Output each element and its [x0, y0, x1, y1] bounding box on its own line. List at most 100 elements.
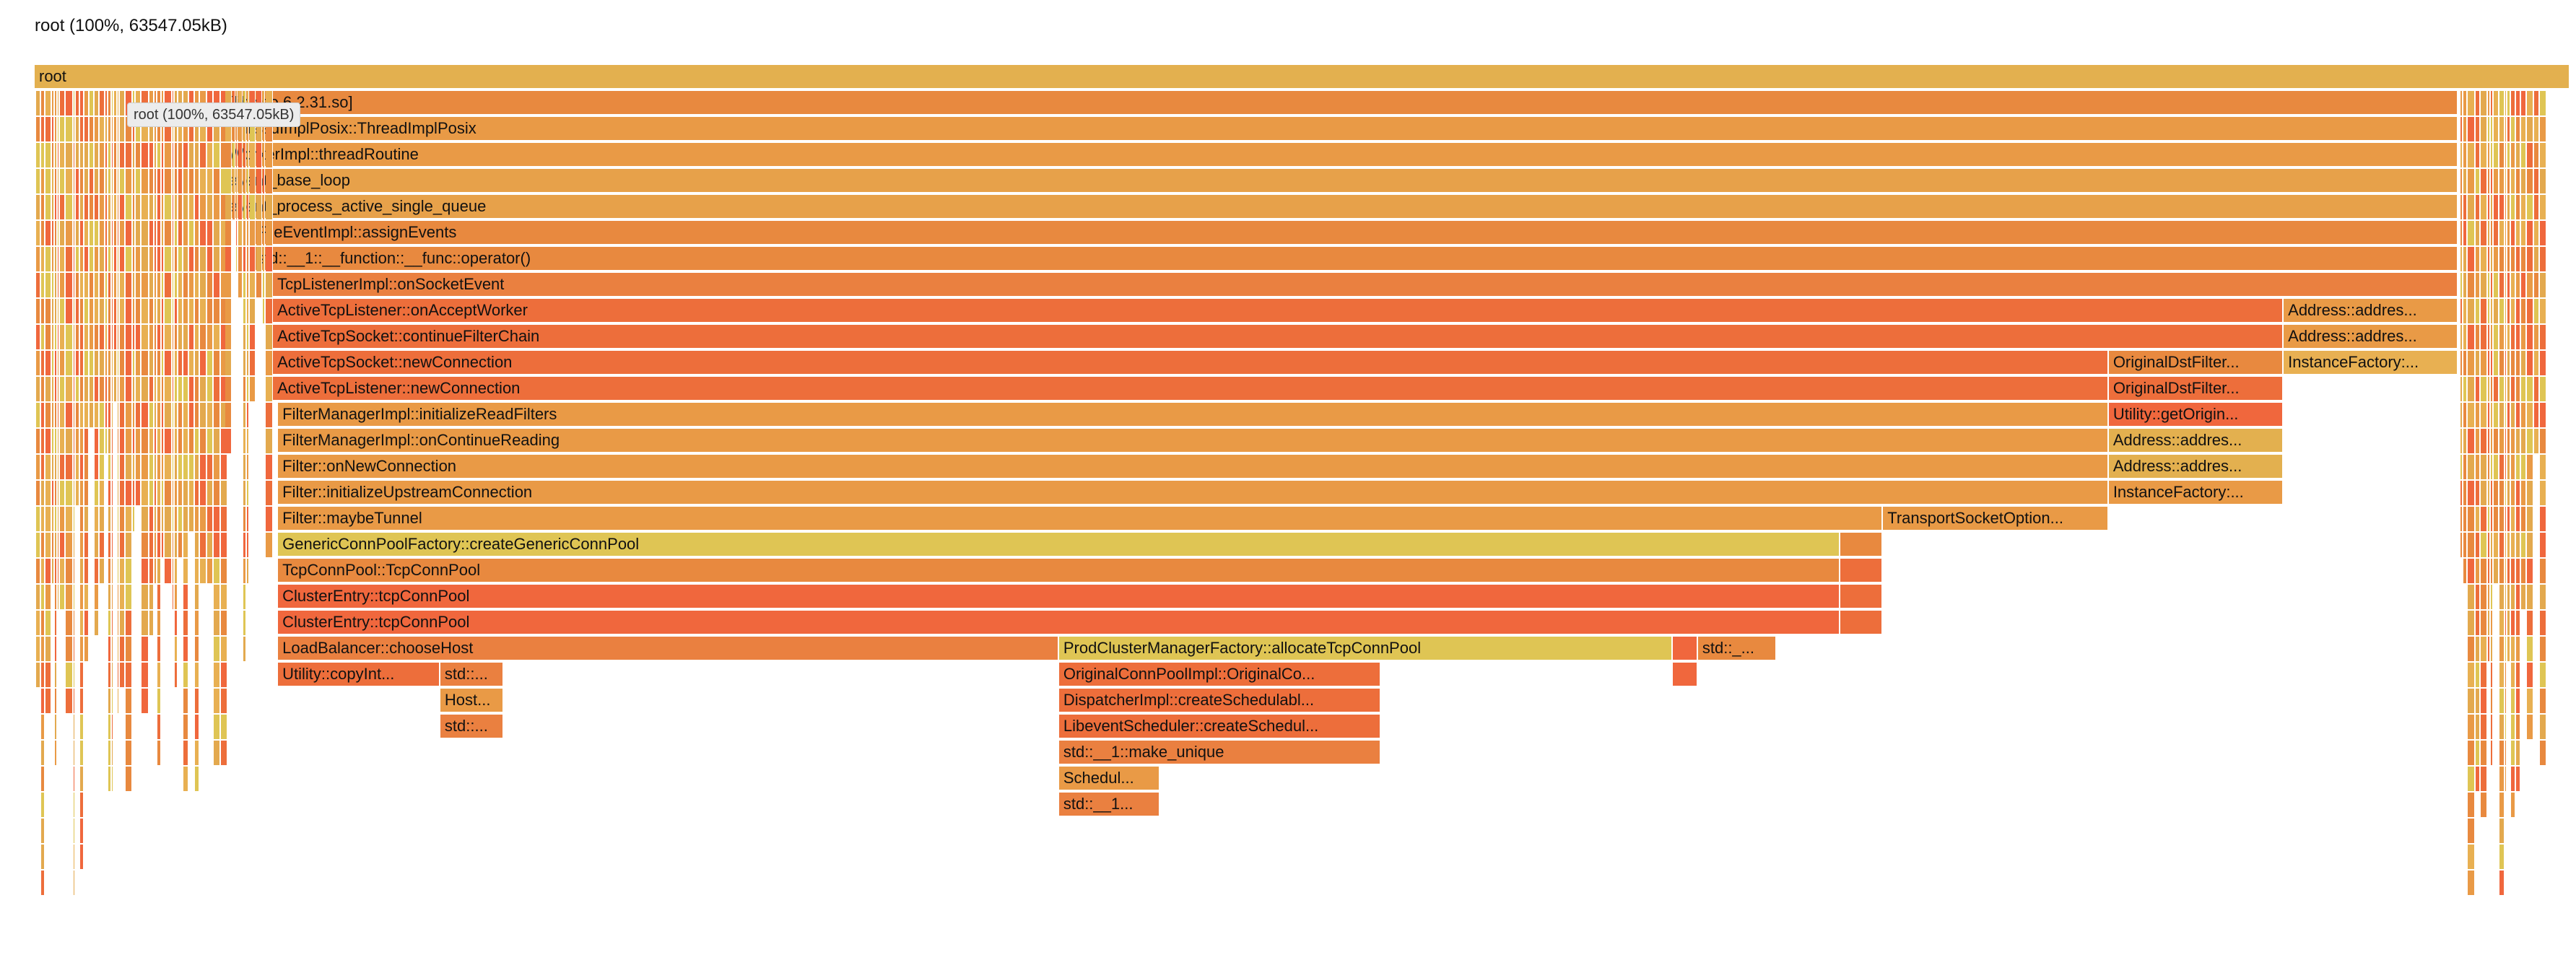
- flame-frame-narrow[interactable]: [2494, 91, 2499, 115]
- flame-frame-narrow[interactable]: [2499, 507, 2505, 531]
- flame-frame-narrow[interactable]: [2463, 533, 2467, 557]
- flame-frame-narrow[interactable]: [200, 195, 206, 219]
- flame-frame-narrow[interactable]: [80, 533, 84, 557]
- flame-frame-narrow[interactable]: [2507, 429, 2510, 453]
- flame-frame-narrow[interactable]: [2527, 533, 2533, 557]
- flame-frame-narrow[interactable]: [2481, 221, 2487, 245]
- flame-frame-narrow[interactable]: [157, 169, 161, 193]
- flame-frame-narrow[interactable]: [118, 611, 119, 635]
- flame-frame-narrow[interactable]: [120, 403, 125, 427]
- flame-frame-narrow[interactable]: [149, 585, 154, 609]
- flame-frame-narrow[interactable]: [162, 455, 164, 479]
- flame-frame-narrow[interactable]: [165, 325, 172, 349]
- flame-frame-narrow[interactable]: [120, 377, 125, 401]
- flame-frame-narrow[interactable]: [100, 195, 105, 219]
- flame-frame-narrow[interactable]: [58, 195, 59, 219]
- flame-frame-narrow[interactable]: [36, 585, 40, 609]
- flame-frame-narrow[interactable]: [55, 221, 57, 245]
- flame-frame-narrow[interactable]: [2527, 507, 2533, 531]
- flame-frame-narrow[interactable]: [2540, 221, 2546, 245]
- flame-frame-narrow[interactable]: [74, 273, 75, 297]
- flame-frame-narrow[interactable]: [84, 507, 89, 531]
- flame-frame-narrow[interactable]: [2491, 91, 2493, 115]
- flame-frame[interactable]: std::__1...: [1058, 793, 1161, 817]
- flame-frame-narrow[interactable]: [214, 273, 220, 297]
- flame-frame-narrow[interactable]: [100, 533, 105, 557]
- flame-frame-narrow[interactable]: [2481, 143, 2487, 167]
- flame-frame-narrow[interactable]: [2499, 585, 2505, 609]
- flame-frame-narrow[interactable]: [80, 663, 84, 687]
- flame-frame-narrow[interactable]: [266, 117, 273, 141]
- flame-frame-narrow[interactable]: [45, 377, 51, 401]
- flame-frame-narrow[interactable]: [133, 247, 135, 271]
- flame-frame-narrow[interactable]: [225, 195, 232, 219]
- flame-frame-narrow[interactable]: [105, 299, 108, 323]
- flame-frame-narrow[interactable]: [58, 221, 59, 245]
- flame-frame-narrow[interactable]: [118, 377, 119, 401]
- flame-frame-narrow[interactable]: [214, 741, 220, 765]
- flame-frame[interactable]: OriginalConnPoolImpl::OriginalCo...: [1058, 663, 1381, 687]
- flame-frame-narrow[interactable]: [214, 351, 220, 375]
- flame-frame-narrow[interactable]: [263, 247, 265, 271]
- flame-frame-narrow[interactable]: [2488, 507, 2490, 531]
- flame-frame-narrow[interactable]: [118, 689, 119, 713]
- flame-frame-narrow[interactable]: [2488, 559, 2490, 583]
- flame-frame-narrow[interactable]: [178, 325, 183, 349]
- flame-frame-narrow[interactable]: [2468, 325, 2475, 349]
- flame-frame-narrow[interactable]: [178, 455, 183, 479]
- flame-frame-narrow[interactable]: [155, 507, 157, 531]
- flame-frame-narrow[interactable]: [58, 325, 59, 349]
- flame-frame-narrow[interactable]: [41, 871, 45, 895]
- flame-frame-narrow[interactable]: [58, 91, 59, 115]
- flame-frame-narrow[interactable]: [2534, 351, 2539, 375]
- flame-frame-narrow[interactable]: [165, 559, 172, 583]
- flame-frame-narrow[interactable]: [2494, 273, 2499, 297]
- flame-frame-narrow[interactable]: [173, 325, 174, 349]
- flame-frame-narrow[interactable]: [36, 455, 40, 479]
- flame-frame-narrow[interactable]: [2499, 455, 2505, 479]
- flame-frame-narrow[interactable]: [2505, 637, 2507, 661]
- flame-frame-narrow[interactable]: [2540, 117, 2546, 141]
- flame-frame[interactable]: InstanceFactory:...: [2108, 481, 2284, 505]
- flame-frame-narrow[interactable]: [100, 299, 105, 323]
- flame-frame-narrow[interactable]: [207, 273, 213, 297]
- flame-frame-narrow[interactable]: [142, 637, 149, 661]
- flame-frame-narrow[interactable]: [2481, 429, 2487, 453]
- flame-frame-narrow[interactable]: [120, 429, 125, 453]
- flame-frame-narrow[interactable]: [173, 585, 174, 609]
- flame-frame-narrow[interactable]: [175, 585, 178, 609]
- flame-frame-narrow[interactable]: [243, 403, 246, 427]
- flame-frame-narrow[interactable]: [2516, 403, 2520, 427]
- flame-frame-narrow[interactable]: [256, 273, 262, 297]
- flame-frame-narrow[interactable]: [112, 533, 113, 557]
- flame-frame-narrow[interactable]: [195, 507, 199, 531]
- flame-frame-narrow[interactable]: [105, 429, 108, 453]
- flame-frame-narrow[interactable]: [189, 403, 194, 427]
- flame-frame-narrow[interactable]: [90, 169, 94, 193]
- flame-frame-narrow[interactable]: [2540, 143, 2546, 167]
- flame-frame-narrow[interactable]: [108, 741, 111, 765]
- flame-frame-narrow[interactable]: [55, 403, 57, 427]
- flame-frame-narrow[interactable]: [2476, 481, 2480, 505]
- flame-frame-narrow[interactable]: [120, 299, 125, 323]
- flame-frame[interactable]: ActiveTcpSocket::newConnection: [273, 351, 2109, 375]
- flame-frame-narrow[interactable]: [165, 351, 172, 375]
- flame-frame-narrow[interactable]: [120, 273, 125, 297]
- flame-frame-narrow[interactable]: [2540, 533, 2546, 557]
- flame-frame-narrow[interactable]: [114, 299, 117, 323]
- flame-frame-narrow[interactable]: [80, 273, 84, 297]
- flame-frame-narrow[interactable]: [155, 273, 157, 297]
- flame-frame-narrow[interactable]: [225, 325, 232, 349]
- flame-frame-narrow[interactable]: [157, 637, 161, 661]
- flame-frame-narrow[interactable]: [133, 377, 135, 401]
- flame-frame-narrow[interactable]: [175, 507, 178, 531]
- flame-frame-narrow[interactable]: [74, 819, 75, 843]
- flame-frame-narrow[interactable]: [2488, 325, 2490, 349]
- flame-frame-narrow[interactable]: [162, 299, 164, 323]
- flame-frame-narrow[interactable]: [2505, 169, 2507, 193]
- flame-frame-narrow[interactable]: [76, 247, 79, 271]
- flame-frame-narrow[interactable]: [214, 377, 220, 401]
- flame-frame-narrow[interactable]: [207, 533, 213, 557]
- flame-frame-narrow[interactable]: [183, 715, 188, 739]
- flame-frame-narrow[interactable]: [2527, 195, 2533, 219]
